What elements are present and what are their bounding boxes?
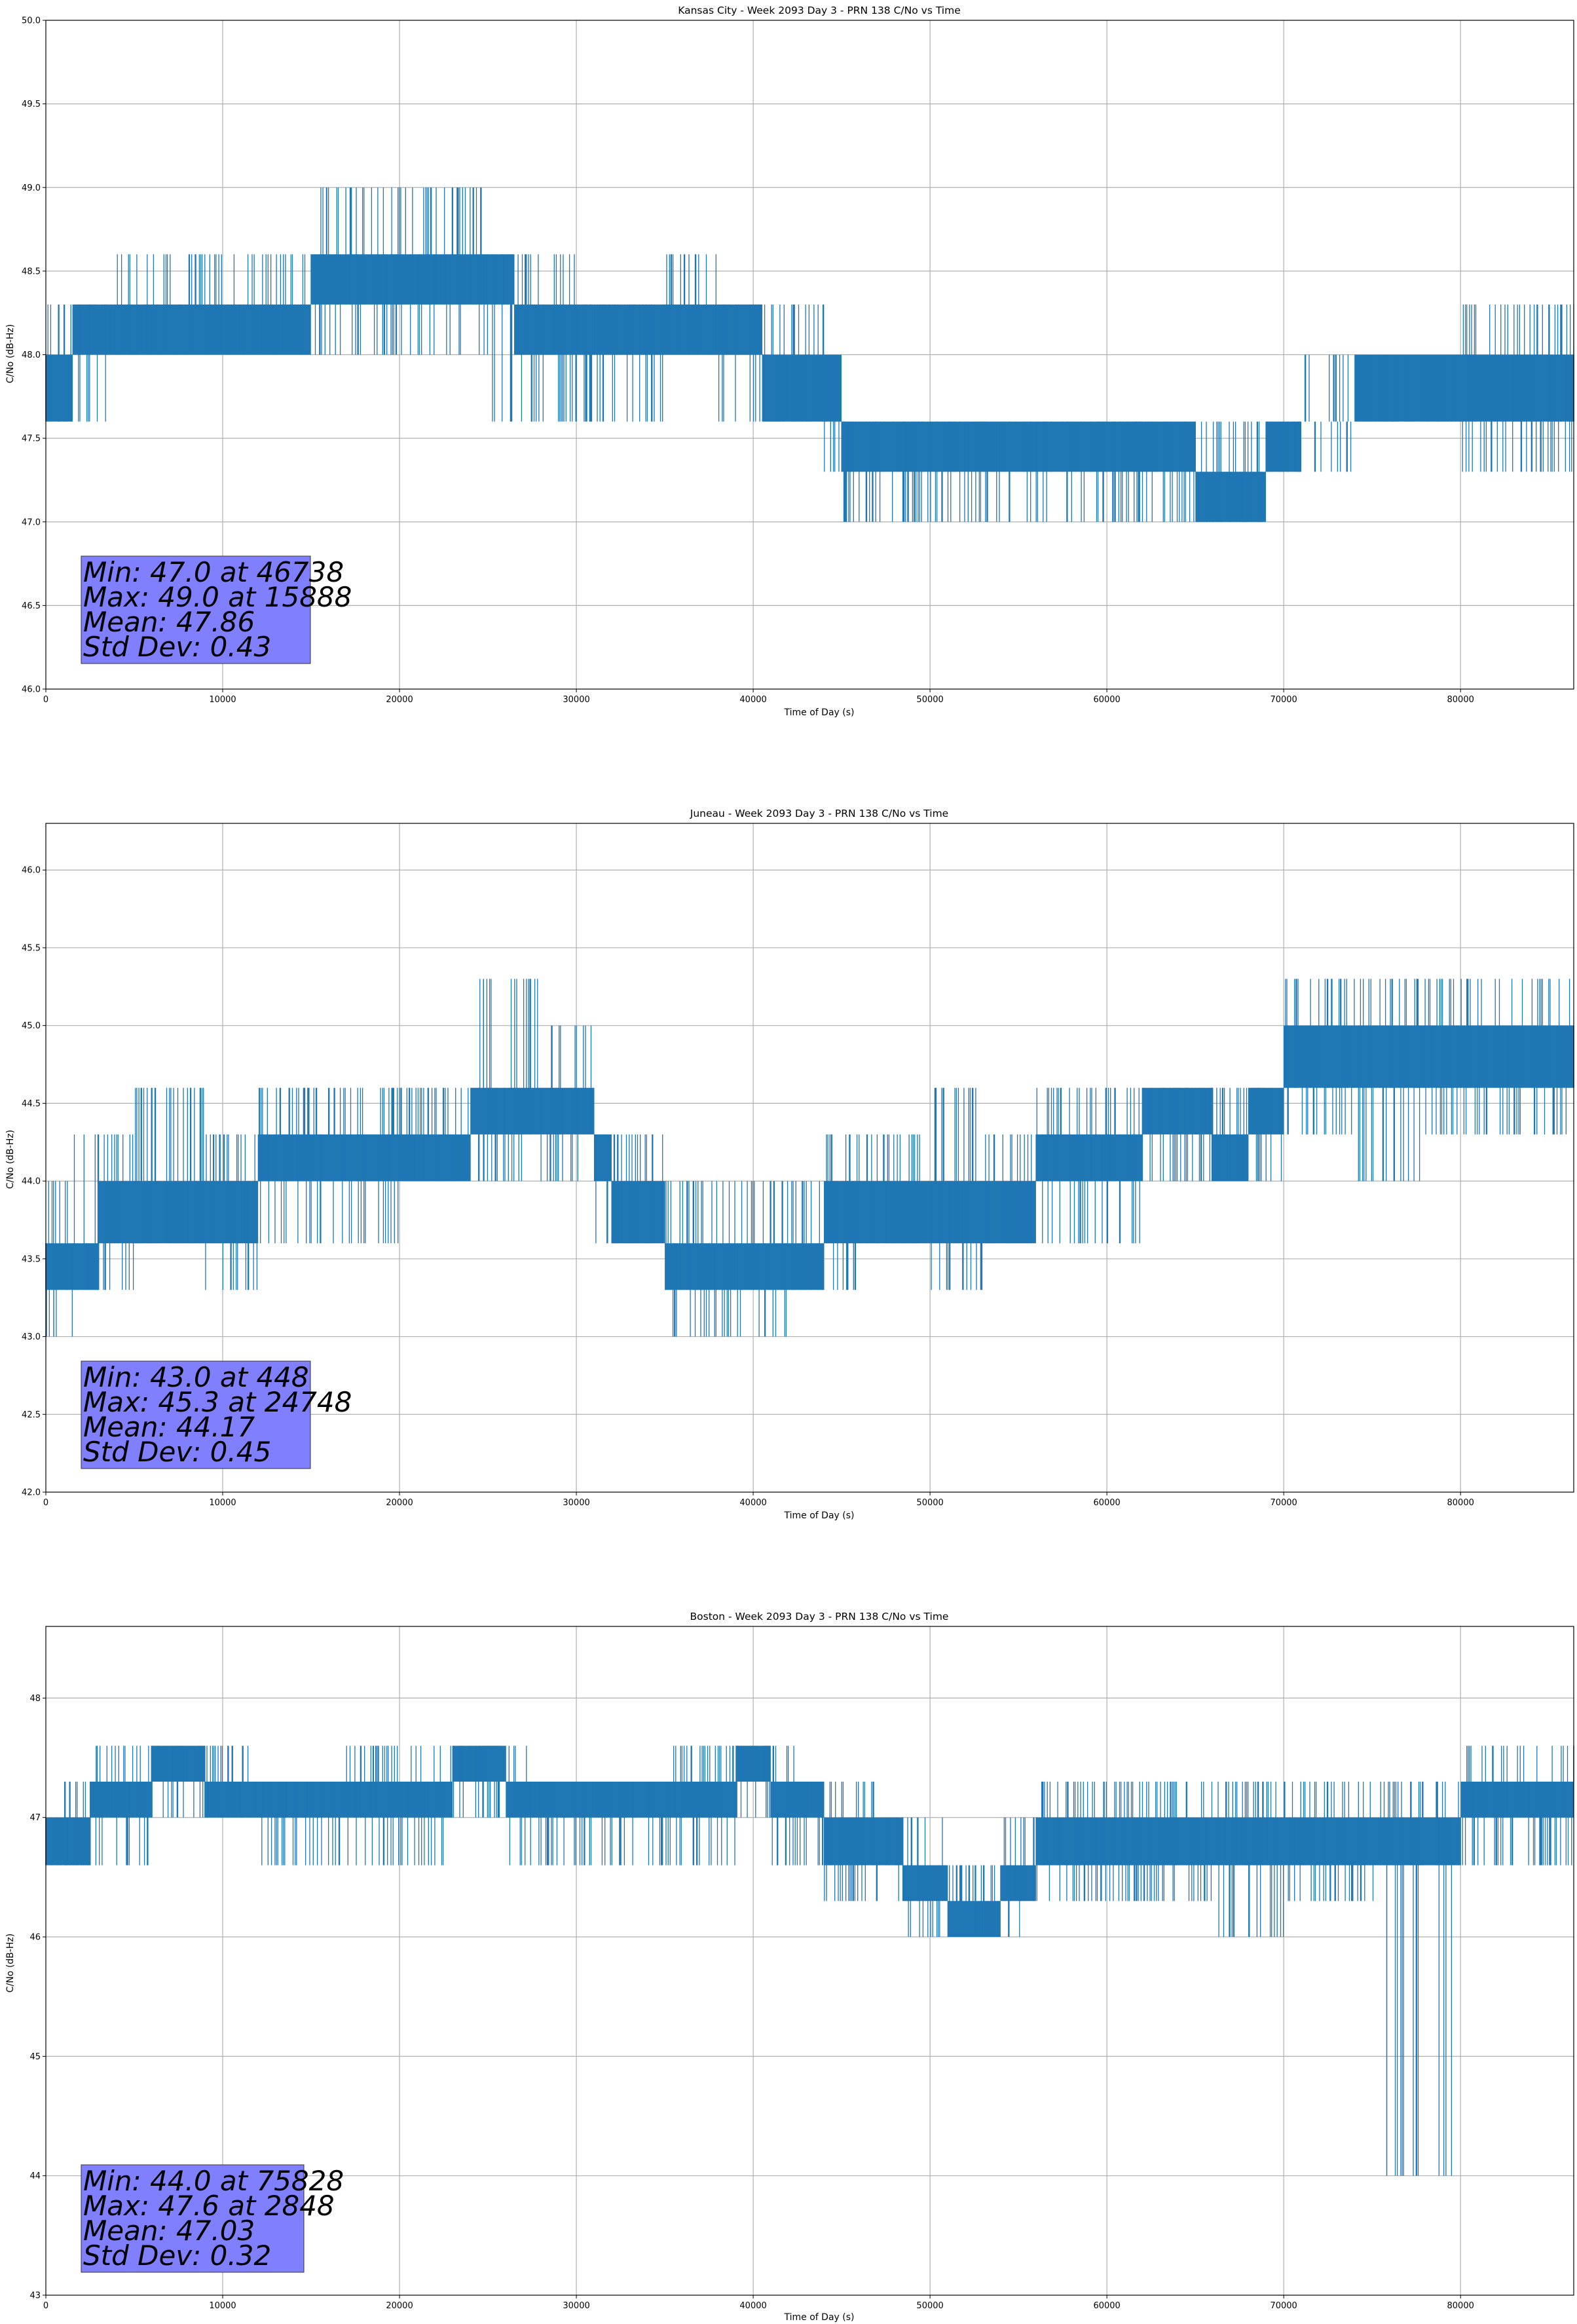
- plot-frame: [45, 1626, 1574, 2296]
- y-tick-label: 47.0: [22, 517, 41, 527]
- x-tick-label: 0: [43, 2301, 48, 2311]
- y-axis-label: C/No (dB-Hz): [5, 1130, 16, 1189]
- stats-box-background: [81, 1360, 311, 1469]
- x-tick-label: 30000: [563, 2301, 589, 2311]
- y-axis-ticks: 46.0 46.5 47.0 47.5 48.0 48.5 49.0 49.5 50.0: [22, 16, 46, 695]
- y-tick-label: 49.0: [22, 183, 41, 193]
- x-axis-ticks: 0 10000 20000 30000 40000 50000 60000 70000 8000…: [43, 689, 1474, 705]
- x-axis-ticks: 0 10000 20000 30000 40000 50000 60000 70000 8000…: [43, 1492, 1474, 1508]
- x-tick-label: 60000: [1093, 695, 1120, 705]
- y-tick-label: 44.0: [22, 1177, 41, 1187]
- x-tick-label: 80000: [1447, 2301, 1474, 2311]
- stats-std-dev: Std Dev: 0.32: [83, 2240, 271, 2272]
- y-tick-label: 47: [29, 1813, 41, 1823]
- subplot-juneau: Juneau - Week 2093 Day 3 - PRN 138 C/No …: [5, 808, 1574, 1521]
- series-spikes: [47, 187, 1574, 522]
- y-tick-label: 46.0: [22, 685, 41, 695]
- x-tick-label: 10000: [209, 2301, 236, 2311]
- x-axis-label: Time of Day (s): [784, 707, 855, 718]
- stats-std-dev: Std Dev: 0.45: [83, 1436, 271, 1468]
- y-tick-label: 48.5: [22, 267, 41, 276]
- x-axis-ticks: 0 10000 20000 30000 40000 50000 60000 70000 8000…: [43, 2295, 1474, 2311]
- y-tick-label: 43: [29, 2291, 41, 2301]
- plot-title: Boston - Week 2093 Day 3 - PRN 138 C/No …: [690, 1611, 949, 1622]
- stats-box-background: [81, 2164, 305, 2273]
- stats-max: Max: 49.0 at 15888: [83, 581, 352, 613]
- y-tick-label: 43.5: [22, 1254, 41, 1264]
- y-tick-label: 46: [29, 1933, 41, 1943]
- y-tick-label: 44: [29, 2171, 41, 2181]
- x-tick-label: 40000: [739, 695, 766, 705]
- plot-title: Juneau - Week 2093 Day 3 - PRN 138 C/No …: [690, 808, 948, 819]
- stats-min: Min: 44.0 at 75828: [83, 2165, 344, 2197]
- y-tick-label: 46.5: [22, 601, 41, 611]
- y-tick-label: 45: [29, 2052, 41, 2062]
- stats-min: Min: 47.0 at 46738: [83, 556, 344, 588]
- stats-min: Min: 43.0 at 448: [83, 1361, 309, 1393]
- x-tick-label: 50000: [916, 695, 943, 705]
- x-tick-label: 40000: [739, 2301, 766, 2311]
- x-axis-label: Time of Day (s): [784, 2312, 855, 2323]
- stats-std-dev: Std Dev: 0.43: [83, 631, 271, 663]
- y-tick-label: 49.5: [22, 100, 41, 109]
- y-tick-label: 47.5: [22, 434, 41, 444]
- y-tick-label: 50.0: [22, 16, 41, 26]
- y-tick-label: 45.5: [22, 943, 41, 953]
- x-tick-label: 60000: [1093, 2301, 1120, 2311]
- y-tick-label: 42.0: [22, 1488, 41, 1498]
- x-tick-label: 70000: [1270, 1498, 1297, 1508]
- x-tick-label: 0: [43, 695, 48, 705]
- stats-box: Min: 43.0 at 448 Max: 45.3 at 24748 Mean…: [81, 1360, 352, 1469]
- stats-mean: Mean: 47.03: [83, 2215, 255, 2247]
- y-tick-label: 44.5: [22, 1099, 41, 1109]
- stats-mean: Mean: 44.17: [83, 1411, 255, 1443]
- x-tick-label: 40000: [739, 1498, 766, 1508]
- x-tick-label: 30000: [563, 695, 589, 705]
- x-tick-label: 30000: [563, 1498, 589, 1508]
- x-tick-label: 20000: [386, 1498, 413, 1508]
- x-tick-label: 10000: [209, 695, 236, 705]
- x-tick-label: 20000: [386, 695, 413, 705]
- subplot-kansas-city: Kansas City - Week 2093 Day 3 - PRN 138 …: [5, 5, 1574, 718]
- x-tick-label: 80000: [1447, 695, 1474, 705]
- y-tick-label: 43.0: [22, 1332, 41, 1342]
- y-axis-ticks: 43 44 45 46 47 48: [29, 1694, 46, 2301]
- x-tick-label: 80000: [1447, 1498, 1474, 1508]
- x-tick-label: 50000: [916, 1498, 943, 1508]
- x-tick-label: 50000: [916, 2301, 943, 2311]
- y-tick-label: 48: [29, 1694, 41, 1704]
- series-line: [45, 979, 1574, 1337]
- y-tick-label: 46.0: [22, 866, 41, 876]
- y-tick-label: 48.0: [22, 350, 41, 360]
- y-axis-label: C/No (dB-Hz): [5, 1934, 16, 1993]
- stats-max: Max: 47.6 at 2848: [83, 2190, 335, 2222]
- plot-title: Kansas City - Week 2093 Day 3 - PRN 138 …: [678, 5, 961, 16]
- stats-box: Min: 47.0 at 46738 Max: 49.0 at 15888 Me…: [81, 555, 352, 664]
- stats-mean: Mean: 47.86: [83, 606, 255, 638]
- series-line: [45, 187, 1574, 522]
- y-tick-label: 45.0: [22, 1021, 41, 1031]
- x-tick-label: 70000: [1270, 2301, 1297, 2311]
- x-axis-label: Time of Day (s): [784, 1510, 855, 1521]
- plot-frame: [45, 823, 1574, 1493]
- x-tick-label: 10000: [209, 1498, 236, 1508]
- stats-box: Min: 44.0 at 75828 Max: 47.6 at 2848 Mea…: [81, 2164, 344, 2273]
- stats-box-background: [81, 555, 311, 664]
- x-tick-label: 60000: [1093, 1498, 1120, 1508]
- y-axis-label: C/No (dB-Hz): [5, 324, 16, 383]
- x-tick-label: 0: [43, 1498, 48, 1508]
- subplot-boston: Boston - Week 2093 Day 3 - PRN 138 C/No …: [5, 1611, 1574, 2323]
- y-tick-label: 42.5: [22, 1410, 41, 1420]
- x-tick-label: 70000: [1270, 695, 1297, 705]
- stats-max: Max: 45.3 at 24748: [83, 1386, 352, 1418]
- x-tick-label: 20000: [386, 2301, 413, 2311]
- y-axis-ticks: 42.0 42.5 43.0 43.5 44.0 44.5 45.0 45.5 46.0: [22, 866, 46, 1498]
